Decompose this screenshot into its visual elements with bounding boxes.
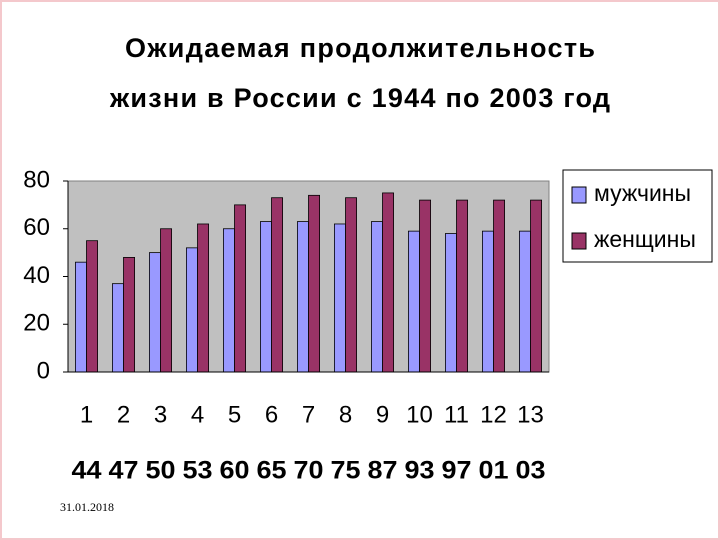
bar xyxy=(345,197,358,373)
year-label: 93 xyxy=(405,457,435,485)
year-label: 44 xyxy=(72,457,102,485)
legend-swatch xyxy=(571,186,587,204)
bar xyxy=(234,204,247,373)
bar xyxy=(456,199,469,373)
bar xyxy=(530,199,543,373)
year-label: 47 xyxy=(109,457,139,485)
year-label: 75 xyxy=(331,457,361,485)
x-tick-label: 9 xyxy=(376,401,389,428)
bar xyxy=(259,221,272,373)
legend xyxy=(562,169,713,263)
legend-label: женщины xyxy=(594,226,696,252)
bar xyxy=(370,221,383,373)
bar xyxy=(123,256,136,373)
bar xyxy=(444,233,457,373)
x-tick-label: 6 xyxy=(265,401,278,428)
year-label: 97 xyxy=(442,457,472,485)
bar xyxy=(382,192,395,373)
bar xyxy=(407,230,420,373)
y-tick-label: 80 xyxy=(23,166,50,193)
x-tick-label: 11 xyxy=(444,401,469,428)
bar xyxy=(148,252,161,373)
bar xyxy=(296,221,309,373)
x-tick-label: 8 xyxy=(339,401,352,428)
bar xyxy=(185,247,198,373)
chart-title: Ожидаемая продолжительность xyxy=(125,33,595,63)
bar xyxy=(222,228,235,373)
year-label: 50 xyxy=(146,457,176,485)
y-tick-label: 20 xyxy=(23,310,50,337)
x-tick-label: 12 xyxy=(480,401,507,428)
bar xyxy=(419,199,432,373)
year-label: 01 xyxy=(479,457,509,485)
x-tick-label: 5 xyxy=(228,401,241,428)
bar xyxy=(493,199,506,373)
legend-swatch xyxy=(571,232,587,250)
bar xyxy=(519,230,531,373)
year-label: 87 xyxy=(368,457,398,485)
y-tick-label: 40 xyxy=(23,262,50,289)
chart-title: жизни в России с 1944 по 2003 год xyxy=(109,83,610,113)
y-tick-label: 0 xyxy=(37,357,50,384)
x-tick-label: 13 xyxy=(517,401,544,428)
x-tick-label: 2 xyxy=(117,401,130,428)
x-tick-label: 7 xyxy=(302,401,315,428)
year-label: 53 xyxy=(183,457,213,485)
bar xyxy=(271,197,284,373)
x-tick-label: 10 xyxy=(406,401,433,428)
year-label: 65 xyxy=(257,457,287,485)
bar xyxy=(75,261,87,373)
bar xyxy=(333,223,346,373)
year-label: 70 xyxy=(294,457,324,485)
bar xyxy=(112,283,124,373)
bar xyxy=(481,230,494,373)
legend-label: мужчины xyxy=(594,180,691,206)
year-label: 60 xyxy=(220,457,250,485)
bar xyxy=(308,194,321,373)
bar xyxy=(197,223,210,373)
x-tick-label: 4 xyxy=(191,401,204,428)
bar xyxy=(86,240,99,373)
year-label: 03 xyxy=(516,457,546,485)
x-tick-label: 3 xyxy=(154,401,167,428)
y-tick-label: 60 xyxy=(23,214,50,241)
bar xyxy=(160,228,173,373)
x-tick-label: 1 xyxy=(80,401,93,428)
footer-date: 31.01.2018 xyxy=(60,500,114,514)
